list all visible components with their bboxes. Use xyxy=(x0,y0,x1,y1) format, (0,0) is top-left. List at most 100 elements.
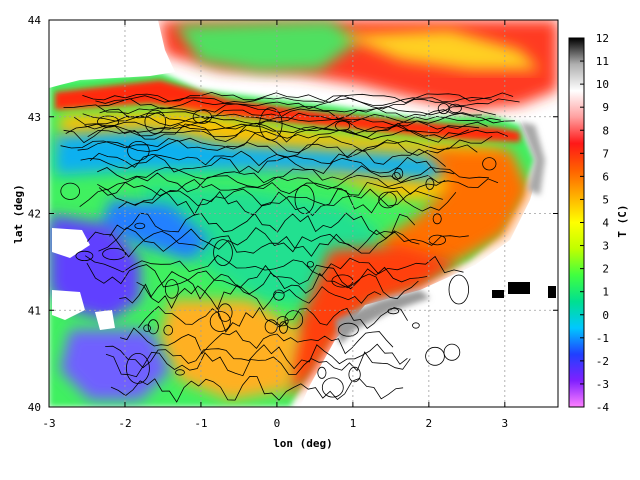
contour-loop xyxy=(175,369,185,376)
colorbar-tick-label: 5 xyxy=(602,193,609,206)
contour-loop xyxy=(192,110,212,124)
contour-loop xyxy=(448,274,470,305)
contour-loop xyxy=(127,140,150,161)
coast-gray-south xyxy=(335,290,430,345)
contour-loop xyxy=(209,311,231,332)
contour-line xyxy=(110,375,404,403)
contour-loop xyxy=(259,107,283,141)
field-north-coast-warm xyxy=(55,80,520,142)
contour-line xyxy=(86,230,420,258)
contour-loop xyxy=(217,303,233,322)
contour-loop xyxy=(335,120,351,132)
contour-line xyxy=(86,262,428,290)
contour-loop xyxy=(482,157,497,171)
y-tick-label: 44 xyxy=(28,14,42,27)
contour-line xyxy=(99,107,482,120)
contour-line xyxy=(82,112,515,124)
land-east xyxy=(300,110,558,407)
colorbar-tick-label: 6 xyxy=(602,170,609,183)
contour-line xyxy=(119,283,382,311)
x-axis-label: lon (deg) xyxy=(273,437,333,450)
contour-loop xyxy=(102,247,126,261)
contour-line xyxy=(119,327,394,355)
land-north xyxy=(49,20,175,88)
y-axis-label: lat (deg) xyxy=(12,184,25,244)
white-patch-3 xyxy=(95,310,115,330)
y-tick-label: 41 xyxy=(28,304,41,317)
contour-loop xyxy=(387,307,400,315)
contour-loop xyxy=(273,289,285,301)
contour-loop xyxy=(125,352,150,384)
contour-loop xyxy=(348,366,361,383)
contour-line xyxy=(137,305,408,333)
colorbar-tick-label: 8 xyxy=(602,124,609,137)
contour-line xyxy=(63,103,496,116)
x-tick-label: 3 xyxy=(502,417,509,430)
contour-line xyxy=(60,132,493,154)
contour-loop xyxy=(437,103,450,115)
field-upper-right-yellow xyxy=(340,30,540,70)
y-axis-ticks: 40 41 42 43 44 xyxy=(28,14,558,414)
colorbar-tick-label: -4 xyxy=(596,401,610,414)
heatmap-field xyxy=(49,20,558,407)
colorbar-tick-label: 11 xyxy=(596,55,609,68)
contour-loop xyxy=(425,346,445,366)
contour-loop xyxy=(60,182,80,200)
contour-line xyxy=(109,212,416,237)
contour-loop xyxy=(432,213,442,225)
contour-line xyxy=(98,97,520,110)
x-tick-label: -1 xyxy=(194,417,207,430)
contour-lines xyxy=(60,91,520,403)
contour-line xyxy=(65,123,480,135)
contour-line xyxy=(82,91,514,104)
contour-loop xyxy=(443,343,461,361)
y-tick-label: 42 xyxy=(28,208,41,221)
contour-line xyxy=(89,148,446,168)
white-patch-2 xyxy=(52,290,85,320)
contour-loop xyxy=(144,109,167,134)
contour-line xyxy=(97,165,489,184)
x-tick-label: 0 xyxy=(274,417,281,430)
colorbar-tick-label: 7 xyxy=(602,147,609,160)
island-2 xyxy=(492,290,504,298)
contour-loop xyxy=(134,222,146,230)
colorbar-tick-label: 2 xyxy=(602,263,609,276)
coast-gray-east xyxy=(520,122,545,195)
contour-line xyxy=(63,122,469,144)
colorbar-tick-label: 10 xyxy=(596,78,609,91)
contour-loop xyxy=(278,321,288,334)
contour-loop xyxy=(284,310,304,330)
colorbar-tick-label: 3 xyxy=(602,240,609,253)
contour-line xyxy=(84,120,488,132)
contour-loop xyxy=(97,115,120,128)
contour-loop xyxy=(337,322,359,337)
x-tick-label: -3 xyxy=(42,417,55,430)
island-3 xyxy=(548,286,556,298)
field-interior-blue xyxy=(100,200,210,260)
colorbar-tick-label: 12 xyxy=(596,32,609,45)
contour-loop xyxy=(75,250,94,261)
y-tick-label: 43 xyxy=(28,111,41,124)
contour-line xyxy=(98,227,469,253)
contour-line xyxy=(84,254,464,277)
x-tick-label: 2 xyxy=(426,417,433,430)
contour-loop xyxy=(306,261,314,268)
contour-loop xyxy=(392,172,401,180)
field-upper-right-green xyxy=(175,20,360,72)
contour-loop xyxy=(147,319,159,335)
contour-line xyxy=(95,95,492,106)
y-tick-label: 40 xyxy=(28,401,41,414)
x-tick-label: 1 xyxy=(350,417,357,430)
contour-line xyxy=(136,270,419,300)
contour-loop xyxy=(412,322,420,329)
colorbar-tick-label: 0 xyxy=(602,309,609,322)
colorbar-tick-label: 4 xyxy=(602,217,609,230)
field-cyan-band xyxy=(55,130,460,180)
island-1 xyxy=(508,282,530,294)
x-tick-label: -2 xyxy=(118,417,131,430)
x-axis-ticks: -3 -2 -1 0 1 2 3 xyxy=(42,20,508,430)
contour-line xyxy=(80,155,455,175)
contour-line xyxy=(105,351,411,378)
